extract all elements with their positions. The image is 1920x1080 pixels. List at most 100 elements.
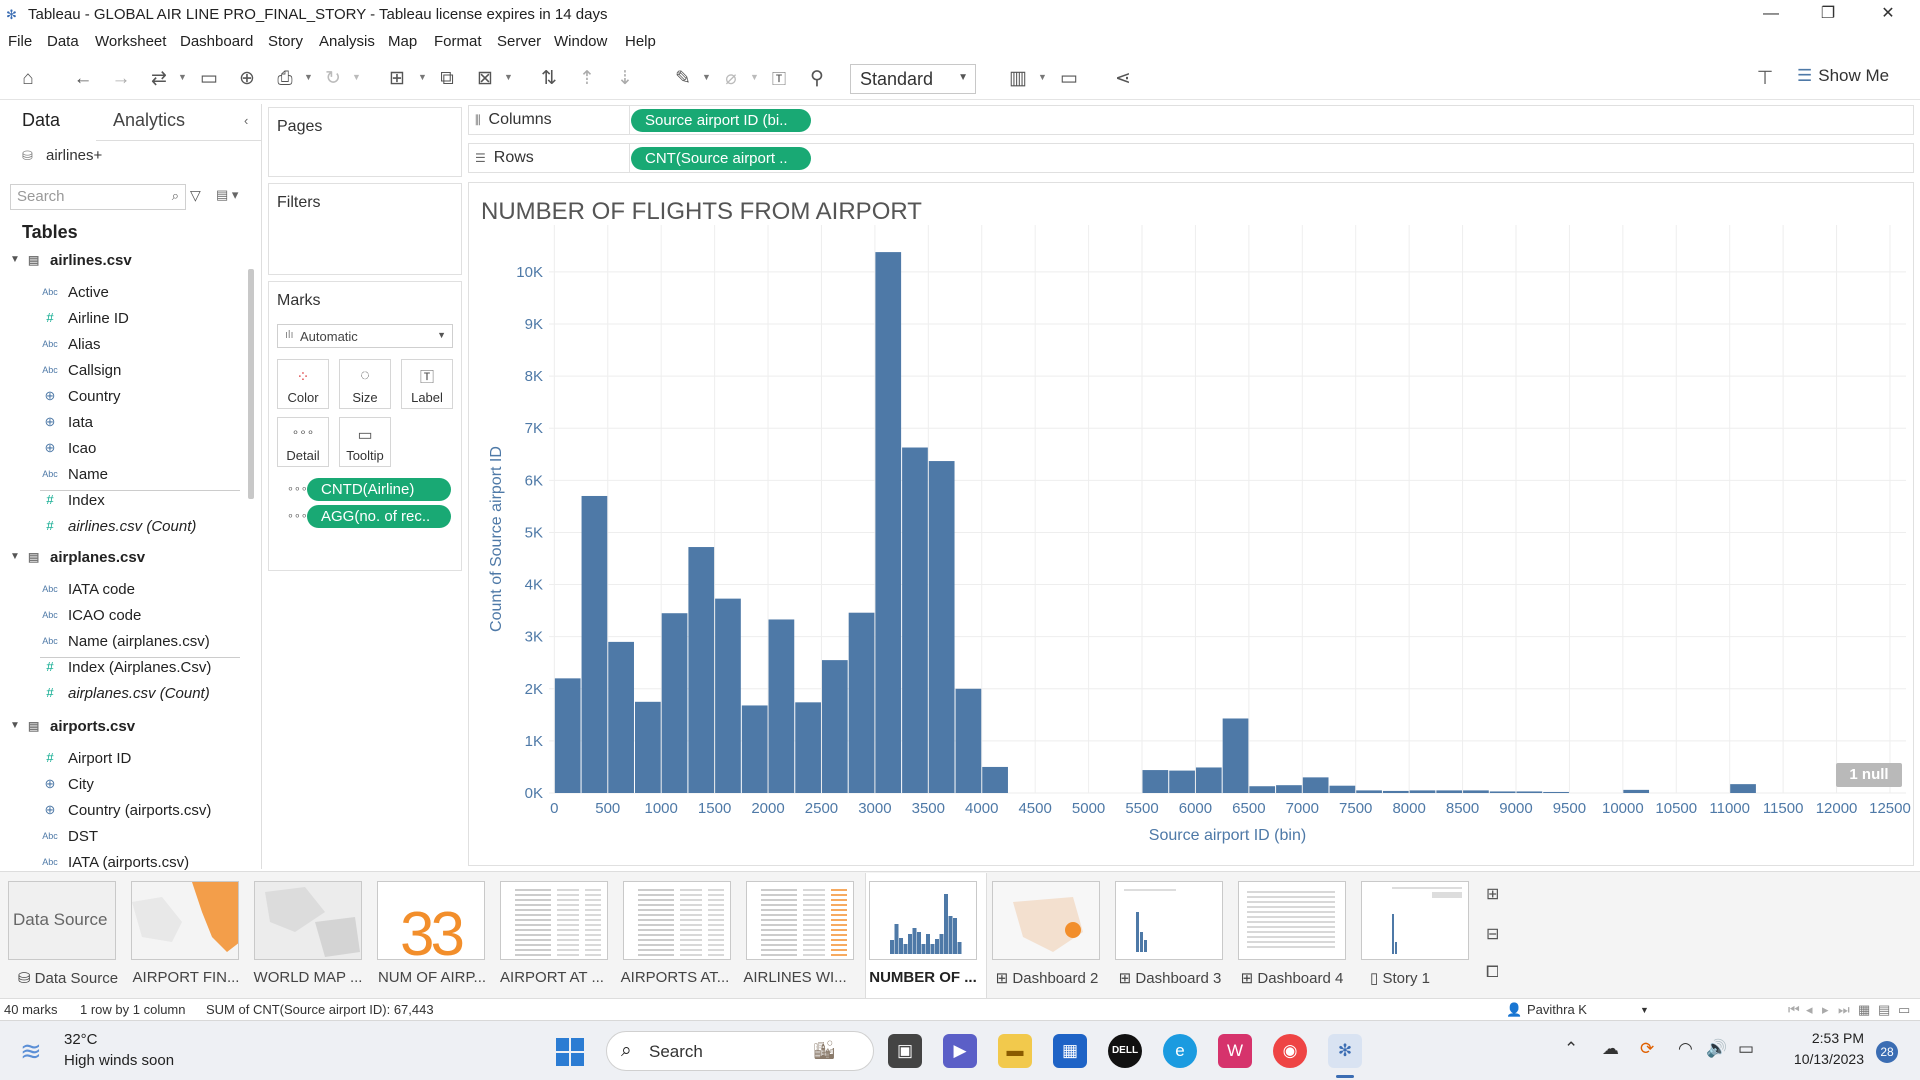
new-datasource-icon[interactable]: ⊕ — [239, 68, 255, 89]
chevron-down-icon[interactable]: ▼ — [10, 551, 20, 562]
color-button[interactable]: ⁘ Color — [277, 359, 329, 409]
menu-file[interactable]: File — [8, 33, 33, 50]
sheet-tab-label[interactable]: AIRPORT AT ... — [491, 969, 613, 986]
histogram-bar[interactable] — [1516, 791, 1543, 793]
share-icon[interactable]: ⋖ — [1115, 68, 1131, 89]
histogram-bar[interactable] — [875, 252, 902, 794]
datasource-name[interactable]: airlines+ — [46, 147, 103, 164]
histogram-bar[interactable] — [1730, 784, 1756, 793]
sheet-tab-label[interactable]: ⊞ Dashboard 4 — [1231, 969, 1353, 987]
wps-icon[interactable]: W — [1218, 1034, 1252, 1068]
histogram-bar[interactable] — [554, 678, 581, 793]
show-labels-icon[interactable]: 🅃 — [772, 71, 786, 87]
show-cards-icon[interactable]: ▥ — [1009, 68, 1027, 89]
histogram-bar[interactable] — [1489, 791, 1516, 793]
clock-date[interactable]: 10/13/2023 — [1793, 1051, 1864, 1067]
prev-sheet-icon[interactable]: ◂ — [1806, 1002, 1813, 1017]
sheet-thumbnail[interactable] — [992, 881, 1100, 960]
chevron-down-icon[interactable]: ▼ — [10, 254, 20, 265]
histogram-bar[interactable] — [902, 447, 928, 793]
new-worksheet-dropdown-icon[interactable]: ▼ — [418, 72, 427, 82]
menu-data[interactable]: Data — [47, 33, 79, 50]
histogram-bar[interactable] — [1195, 767, 1222, 793]
tableau-taskbar-icon[interactable]: ✻ — [1328, 1034, 1362, 1068]
user-dropdown-icon[interactable]: ▼ — [1640, 1005, 1649, 1015]
collapse-pane-icon[interactable]: ‹ — [244, 113, 249, 128]
sort-descending-icon[interactable]: ⇣ — [617, 68, 633, 89]
sheet-thumbnail[interactable] — [1115, 881, 1223, 960]
group-dropdown-icon[interactable]: ▼ — [750, 72, 759, 82]
save-icon[interactable]: ▭ — [200, 68, 218, 89]
weather-desc[interactable]: High winds soon — [64, 1052, 175, 1069]
weather-wind-icon[interactable]: ≋ — [20, 1036, 42, 1066]
sheet-thumbnail[interactable]: Data Source — [8, 881, 116, 960]
wifi-icon[interactable]: ◠ — [1678, 1039, 1693, 1058]
new-worksheet-icon[interactable]: ⊞ — [1486, 886, 1500, 903]
filters-card[interactable]: Filters — [268, 183, 462, 275]
show-me-button[interactable]: ☰ Show Me — [1797, 66, 1889, 86]
sheet-tab-label[interactable]: ⊞ Dashboard 2 — [986, 969, 1108, 987]
tab-analytics[interactable]: Analytics — [113, 110, 186, 130]
undo-icon[interactable]: ← — [73, 68, 93, 89]
show-filmstrip-icon[interactable]: ▦ — [1858, 1002, 1871, 1017]
sheet-tab-label[interactable]: AIRPORT FIN... — [125, 969, 247, 986]
file-explorer-icon[interactable]: ▬ — [998, 1034, 1032, 1068]
teams-icon[interactable]: ▶ — [943, 1034, 977, 1068]
chrome-icon[interactable]: ◉ — [1273, 1034, 1307, 1068]
sync-icon[interactable]: ⟳ — [1640, 1039, 1655, 1058]
histogram-bar[interactable] — [1276, 785, 1302, 793]
dell-icon[interactable]: DELL — [1108, 1034, 1142, 1068]
show-sheet-sorter-icon[interactable]: ▤ — [1878, 1002, 1891, 1017]
sort-ascending-icon[interactable]: ⇡ — [579, 68, 595, 89]
histogram-bar[interactable] — [1329, 785, 1356, 793]
sheet-thumbnail[interactable] — [1361, 881, 1469, 960]
histogram-bar[interactable] — [1436, 790, 1463, 793]
histogram-bar[interactable] — [1142, 770, 1169, 793]
minimize-button[interactable]: — — [1763, 5, 1779, 22]
viz-title[interactable]: NUMBER OF FLIGHTS FROM AIRPORT — [481, 198, 922, 225]
menu-analysis[interactable]: Analysis — [319, 33, 375, 50]
rows-shelf[interactable]: ☰ Rows CNT(Source airport .. — [468, 143, 1914, 173]
histogram-bar[interactable] — [982, 766, 1008, 793]
sheet-tab-label[interactable]: AIRPORTS AT... — [614, 969, 736, 986]
replay-dropdown-icon[interactable]: ▼ — [178, 72, 187, 82]
filter-icon[interactable]: ▽ — [190, 187, 201, 203]
highlight-dropdown-icon[interactable]: ▼ — [702, 72, 711, 82]
store-icon[interactable]: ▦ — [1053, 1034, 1087, 1068]
histogram-bar[interactable] — [821, 660, 848, 793]
histogram-bar[interactable] — [1382, 790, 1409, 793]
menu-worksheet[interactable]: Worksheet — [95, 33, 167, 50]
fix-axes-icon[interactable]: ⚲ — [810, 68, 824, 89]
pages-card[interactable]: Pages — [268, 107, 462, 177]
rows-pill-cnt-source-airport[interactable]: CNT(Source airport .. — [631, 147, 811, 170]
edge-icon[interactable]: e — [1163, 1034, 1197, 1068]
menu-window[interactable]: Window — [554, 33, 608, 50]
show-cards-dropdown-icon[interactable]: ▼ — [1038, 72, 1047, 82]
histogram-bar[interactable] — [795, 702, 821, 793]
cloud-icon[interactable]: ☁ — [1602, 1039, 1619, 1058]
sheet-thumbnail[interactable]: 33 — [377, 881, 485, 960]
weather-temp[interactable]: 32°C — [64, 1031, 98, 1048]
sheet-tab-label[interactable]: ⊞ Dashboard 3 — [1109, 969, 1231, 987]
histogram-bar[interactable] — [1463, 790, 1489, 793]
clear-sheet-icon[interactable]: ⊠ — [477, 68, 493, 89]
tab-data[interactable]: Data — [22, 110, 61, 130]
battery-icon[interactable]: ▭ — [1738, 1039, 1755, 1058]
histogram-bar[interactable] — [1302, 777, 1329, 793]
histogram-bar[interactable] — [1623, 789, 1650, 793]
sheet-tab-label[interactable]: ⛁ Data Source — [7, 969, 129, 987]
redo-icon[interactable]: → — [111, 68, 131, 89]
tooltip-button[interactable]: ▭ Tooltip — [339, 417, 391, 467]
show-tabs-icon[interactable]: ▭ — [1898, 1002, 1911, 1017]
histogram-bar[interactable] — [955, 688, 982, 793]
histogram-bar[interactable] — [768, 619, 795, 793]
duplicate-icon[interactable]: ⧉ — [440, 68, 454, 89]
search-input[interactable]: Search ⌕ — [10, 184, 186, 210]
histogram-bar[interactable] — [581, 495, 608, 793]
menu-format[interactable]: Format — [434, 33, 482, 50]
histogram-bar[interactable] — [1356, 790, 1382, 793]
histogram-bar[interactable] — [715, 598, 741, 793]
first-sheet-icon[interactable]: ⏮ — [1788, 1002, 1800, 1017]
highlight-icon[interactable]: ✎ — [675, 68, 691, 89]
columns-pill-source-airport-bin[interactable]: Source airport ID (bi.. — [631, 109, 811, 132]
